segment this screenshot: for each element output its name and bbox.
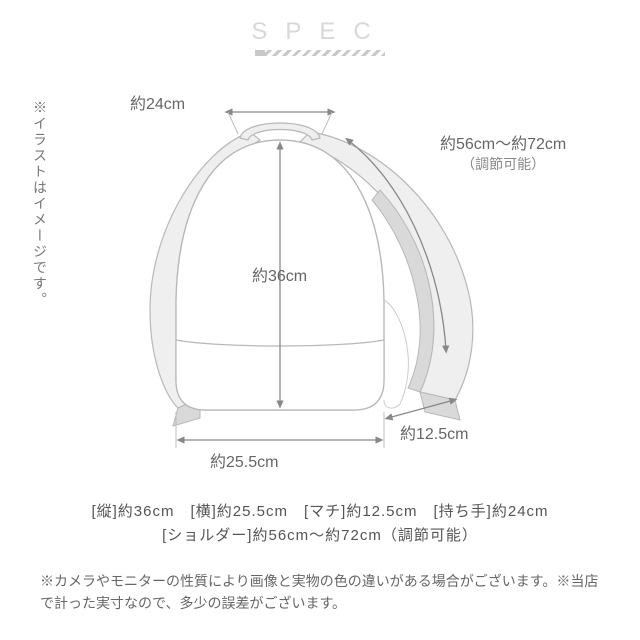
handle-guide-r bbox=[322, 112, 332, 134]
depth-dim-label: 約12.5cm bbox=[400, 420, 468, 444]
height-dim-label: 約36cm bbox=[252, 262, 307, 286]
footer-note: ※カメラやモニターの性質により画像と実物の色の違いがある場合がございます。※当店… bbox=[40, 570, 600, 615]
handle-dim-label: 約24cm bbox=[130, 90, 185, 114]
shoulder-dim-sub: （調節可能） bbox=[440, 154, 566, 174]
width-dim-label: 約25.5cm bbox=[210, 448, 278, 472]
spec-line-1: [縦]約36cm [横]約25.5cm [マチ]約12.5cm [持ち手]約24… bbox=[0, 500, 640, 521]
bag-depth-edge bbox=[384, 300, 408, 408]
handle-guide-l bbox=[228, 112, 238, 134]
spec-line-2: [ショルダー]約56cm～約72cm（調節可能） bbox=[0, 524, 640, 545]
shoulder-dim-label: 約56cm～約72cm （調節可能） bbox=[440, 130, 566, 174]
shoulder-dim-text: 約56cm～約72cm bbox=[440, 130, 566, 154]
